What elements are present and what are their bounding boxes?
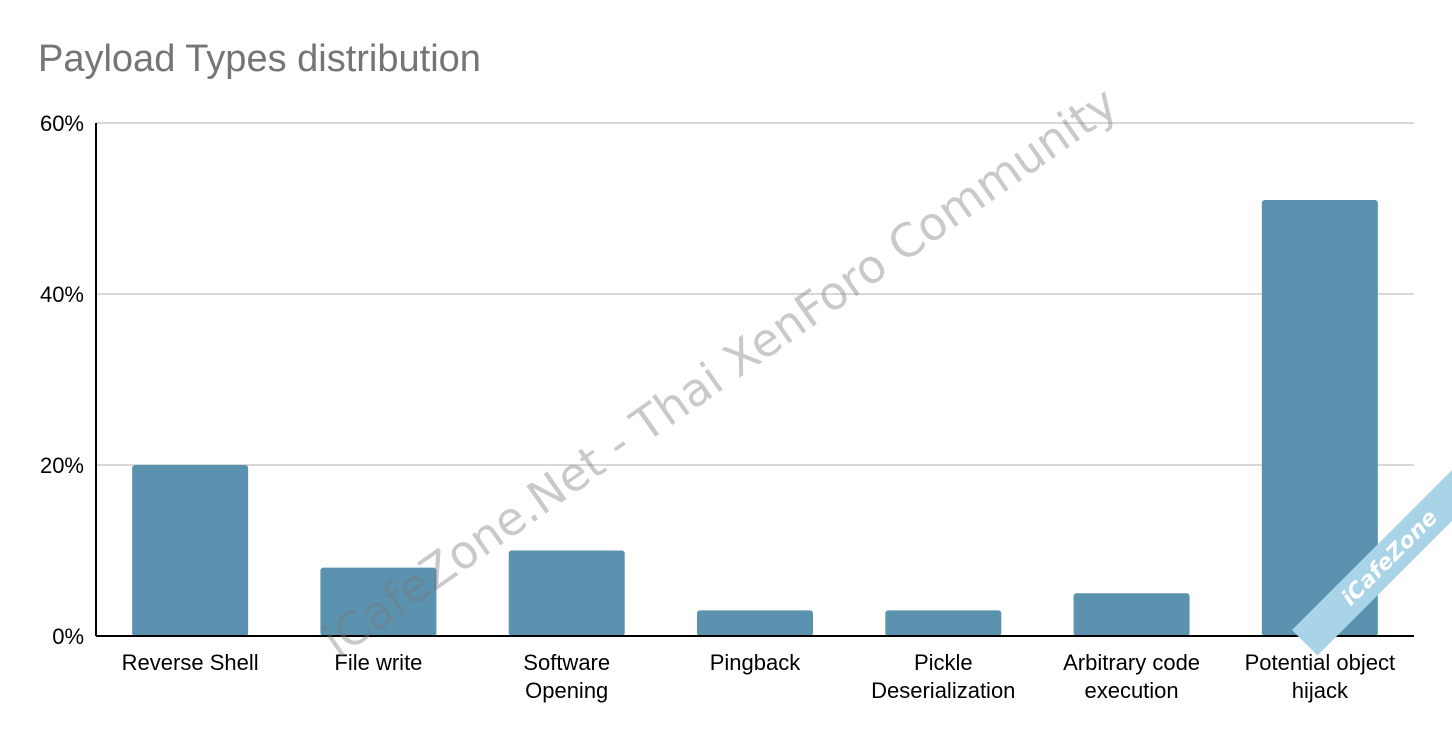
bar <box>697 610 813 636</box>
bar <box>320 567 437 636</box>
bar <box>1261 199 1378 636</box>
y-tick-label: 0% <box>52 624 84 649</box>
chart-title: Payload Types distribution <box>38 38 481 80</box>
x-tick-label: Pickle Deserialization <box>871 650 1015 703</box>
bar <box>1073 593 1190 636</box>
x-tick-label: Reverse Shell <box>122 650 259 675</box>
y-tick-label: 60% <box>40 111 84 136</box>
y-tick-label: 40% <box>40 282 84 307</box>
x-tick-label: File write <box>334 650 422 675</box>
bar <box>508 550 625 636</box>
x-tick-label: Software Opening <box>523 650 610 703</box>
y-tick-label: 20% <box>40 453 84 478</box>
bar <box>132 465 249 636</box>
x-tick-label: Potential object hijack <box>1245 650 1395 703</box>
bar <box>885 610 1002 636</box>
x-tick-label: Arbitrary code execution <box>1063 650 1200 703</box>
x-tick-label: Pingback <box>710 650 802 675</box>
